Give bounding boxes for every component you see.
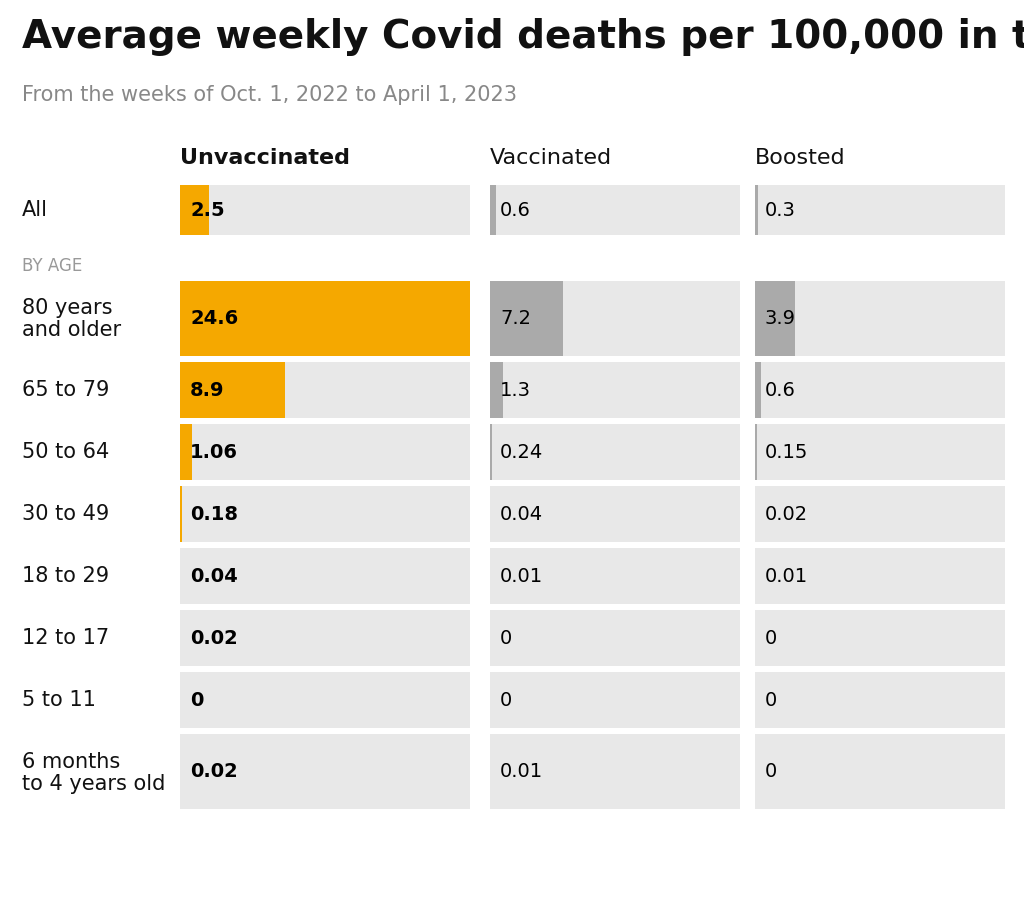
Text: 0.02: 0.02	[190, 628, 238, 647]
Text: 7.2: 7.2	[500, 309, 531, 328]
Text: 0.15: 0.15	[765, 442, 808, 461]
Bar	[180, 362, 470, 418]
Bar	[180, 281, 470, 356]
Text: to 4 years old: to 4 years old	[22, 773, 165, 794]
Text: 12 to 17: 12 to 17	[22, 628, 110, 648]
Text: 0: 0	[765, 628, 777, 647]
Text: 5 to 11: 5 to 11	[22, 690, 96, 710]
Text: 0.02: 0.02	[190, 762, 238, 781]
Bar	[490, 424, 493, 480]
Text: Vaccinated: Vaccinated	[490, 148, 612, 168]
Bar	[755, 610, 1005, 666]
Text: 18 to 29: 18 to 29	[22, 566, 110, 586]
Bar	[490, 362, 740, 418]
Bar	[490, 362, 503, 418]
Text: 0.18: 0.18	[190, 504, 238, 523]
Text: 30 to 49: 30 to 49	[22, 504, 110, 524]
Text: 1.3: 1.3	[500, 380, 531, 399]
Bar	[490, 734, 740, 809]
Bar	[755, 362, 1005, 418]
Text: From the weeks of Oct. 1, 2022 to April 1, 2023: From the weeks of Oct. 1, 2022 to April …	[22, 85, 517, 105]
Bar	[755, 185, 758, 235]
Bar	[755, 362, 761, 418]
Text: 24.6: 24.6	[190, 309, 239, 328]
Bar	[180, 424, 470, 480]
Bar	[490, 610, 740, 666]
Bar	[180, 281, 470, 356]
Text: Average weekly Covid deaths per 100,000 in the U.S.: Average weekly Covid deaths per 100,000 …	[22, 18, 1024, 56]
Bar	[490, 185, 496, 235]
Text: 0.01: 0.01	[500, 566, 543, 585]
Bar	[180, 672, 470, 728]
Bar	[490, 185, 740, 235]
Bar	[755, 486, 1005, 542]
Bar	[180, 548, 470, 604]
Text: 0.02: 0.02	[765, 504, 808, 523]
Text: 0.6: 0.6	[765, 380, 796, 399]
Text: 0: 0	[765, 690, 777, 709]
Text: 0.3: 0.3	[765, 200, 796, 219]
Text: 3.9: 3.9	[765, 309, 796, 328]
Bar	[490, 281, 740, 356]
Text: and older: and older	[22, 321, 121, 341]
Bar	[755, 424, 757, 480]
Text: Boosted: Boosted	[755, 148, 846, 168]
Bar	[755, 548, 1005, 604]
Text: 0.04: 0.04	[190, 566, 238, 585]
Bar	[755, 734, 1005, 809]
Bar	[755, 185, 1005, 235]
Text: 0: 0	[765, 762, 777, 781]
Text: BY AGE: BY AGE	[22, 257, 82, 275]
Text: 0.01: 0.01	[765, 566, 808, 585]
Text: 0.04: 0.04	[500, 504, 543, 523]
Bar	[180, 486, 470, 542]
Text: 0.6: 0.6	[500, 200, 530, 219]
Bar	[755, 281, 795, 356]
Bar	[180, 185, 210, 235]
Text: Unvaccinated: Unvaccinated	[180, 148, 350, 168]
Bar	[180, 185, 470, 235]
Text: 0: 0	[500, 628, 512, 647]
Bar	[490, 281, 563, 356]
Text: All: All	[22, 200, 48, 220]
Bar	[180, 486, 182, 542]
Bar	[490, 672, 740, 728]
Bar	[490, 548, 740, 604]
Text: 0.01: 0.01	[500, 762, 543, 781]
Text: 0: 0	[190, 690, 204, 709]
Bar	[755, 281, 1005, 356]
Bar	[180, 610, 470, 666]
Bar	[490, 486, 740, 542]
Text: 65 to 79: 65 to 79	[22, 380, 110, 400]
Text: 6 months: 6 months	[22, 752, 120, 771]
Text: 80 years: 80 years	[22, 298, 113, 318]
Text: 2.5: 2.5	[190, 200, 224, 219]
Text: 0.24: 0.24	[500, 442, 544, 461]
Text: 50 to 64: 50 to 64	[22, 442, 110, 462]
Text: 0: 0	[500, 690, 512, 709]
Bar	[755, 424, 1005, 480]
Bar	[180, 734, 470, 809]
Bar	[180, 362, 285, 418]
Bar	[180, 424, 193, 480]
Bar	[755, 672, 1005, 728]
Bar	[490, 424, 740, 480]
Text: 1.06: 1.06	[190, 442, 238, 461]
Text: 8.9: 8.9	[190, 380, 224, 399]
